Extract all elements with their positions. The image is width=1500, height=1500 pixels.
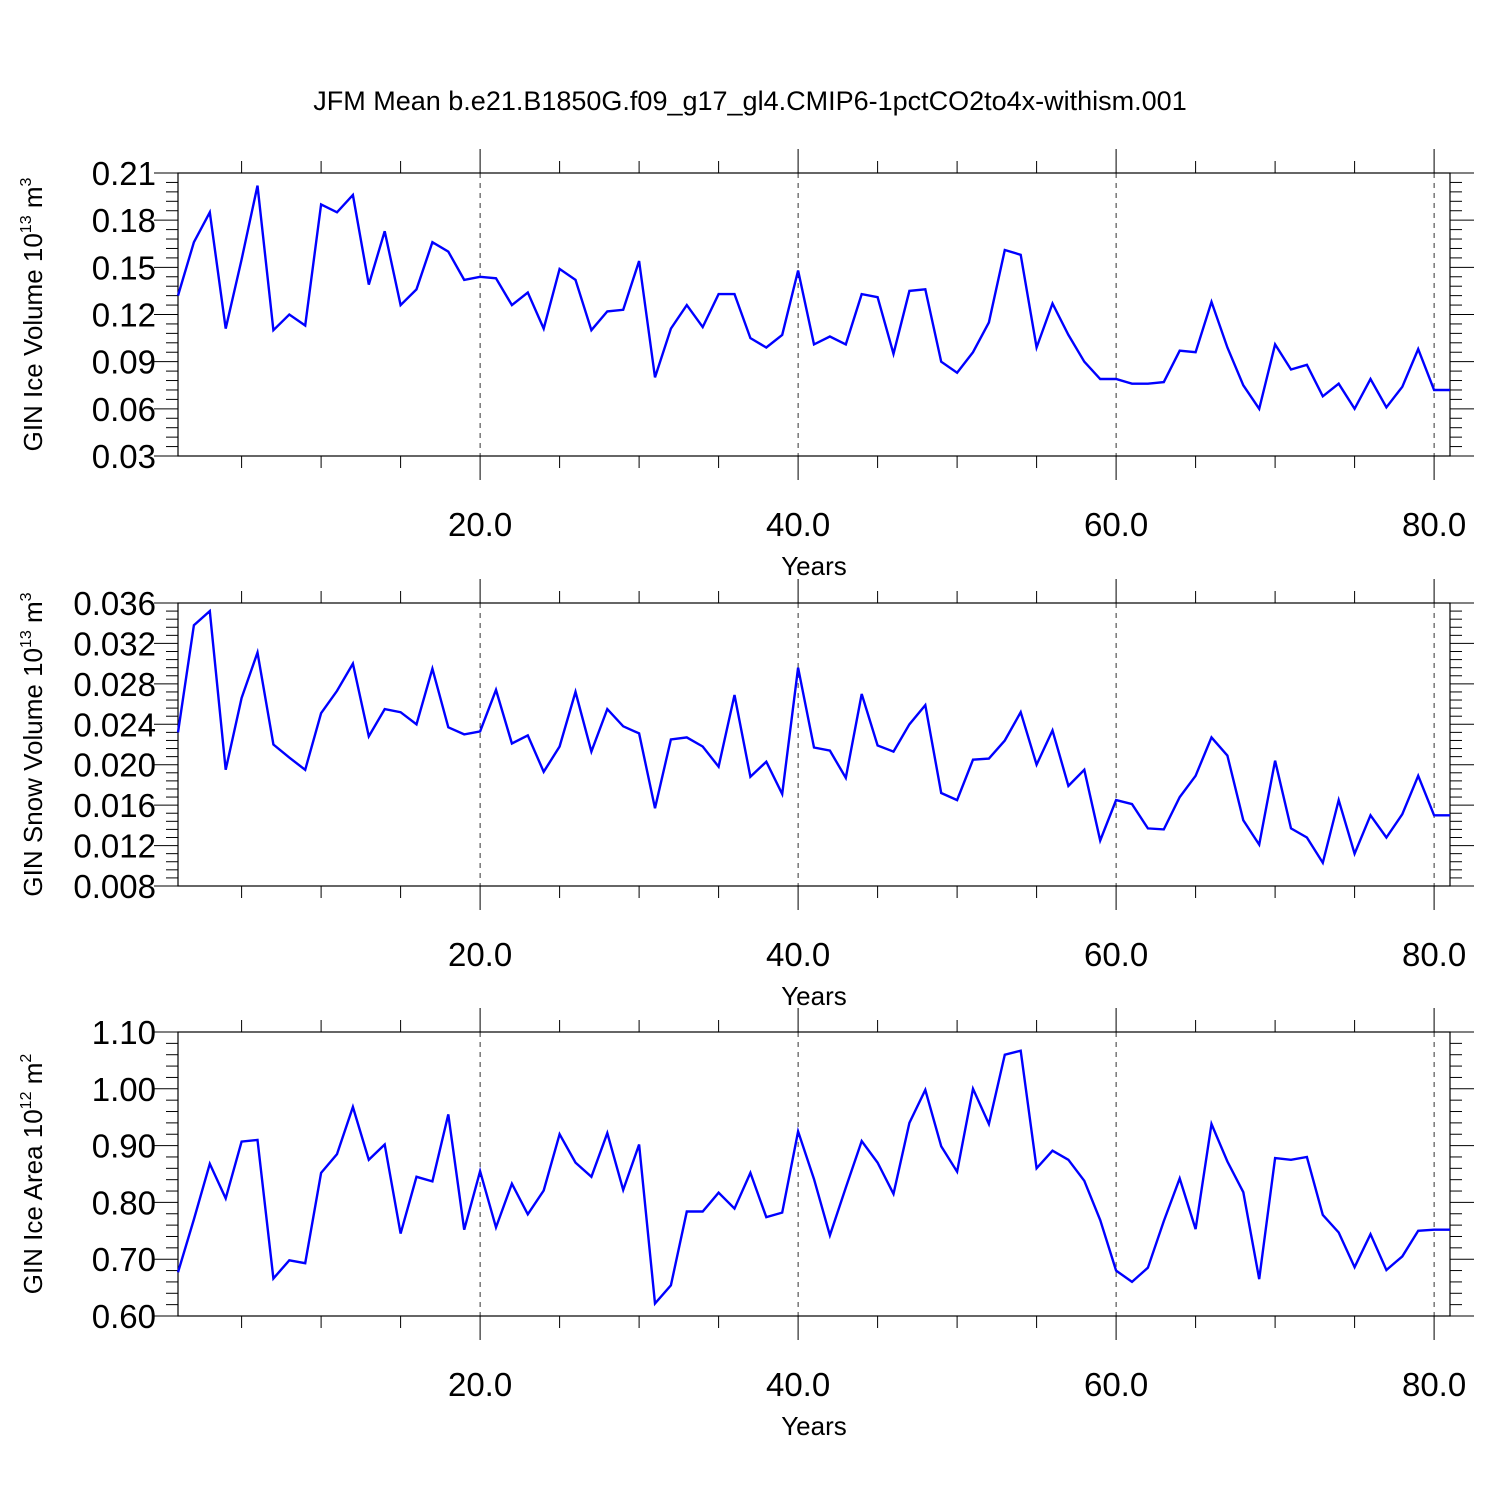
x-tick-label: 20.0: [448, 936, 512, 973]
y-axis-label-exponent: 13: [18, 215, 35, 233]
x-tick-label: 60.0: [1084, 506, 1148, 543]
x-tick-label: 60.0: [1084, 1366, 1148, 1403]
plot-frame: [177, 1031, 1451, 1317]
x-tick-label: 40.0: [766, 506, 830, 543]
y-tick-label: 0.028: [73, 666, 156, 703]
series-line-snow-volume: [176, 608, 1450, 866]
x-tick-label: 80.0: [1402, 1366, 1466, 1403]
x-tick-label: 20.0: [448, 506, 512, 543]
x-tick-label: 60.0: [1084, 936, 1148, 973]
x-axis-label: Years: [781, 981, 847, 1011]
y-tick-label: 0.032: [73, 625, 156, 662]
plot-frame: [177, 172, 1451, 457]
y-axis-label-exponent: 3: [18, 177, 35, 186]
y-axis-label-part: GIN Snow Volume 10: [18, 648, 48, 897]
y-axis-label: GIN Snow Volume 1013 m3: [18, 592, 48, 896]
x-tick-label: 80.0: [1402, 506, 1466, 543]
y-tick-label: 0.024: [73, 706, 156, 743]
x-tick-label: 80.0: [1402, 936, 1466, 973]
y-tick-label: 0.06: [92, 391, 156, 428]
y-axis-label-exponent: 13: [18, 630, 35, 648]
y-tick-label: 1.00: [92, 1071, 156, 1108]
y-tick-label: 0.016: [73, 787, 156, 824]
chart-title: JFM Mean b.e21.B1850G.f09_g17_gl4.CMIP6-…: [313, 86, 1186, 116]
y-tick-label: 0.15: [92, 249, 156, 286]
y-axis-label-part: m: [18, 186, 48, 215]
plot-frame: [177, 602, 1451, 887]
y-axis-label-exponent: 2: [18, 1054, 35, 1063]
x-tick-label: 40.0: [766, 1366, 830, 1403]
y-axis-label-part: GIN Ice Volume 10: [18, 233, 48, 451]
panels: 0.03 0.06 0.09 0.12 0.15 0.18 0.21 20.0 40.0 60.0…: [18, 149, 1474, 1441]
y-axis-label-exponent: 3: [18, 592, 35, 601]
y-axis-label: GIN Ice Volume 1013 m3: [18, 177, 48, 451]
y-axis-label-part: m: [18, 601, 48, 630]
x-axis-label: Years: [781, 551, 847, 581]
x-tick-label: 20.0: [448, 1366, 512, 1403]
y-tick-label: 0.008: [73, 868, 156, 905]
series-line-ice-area: [176, 1049, 1450, 1307]
y-tick-label: 0.60: [92, 1298, 156, 1335]
y-tick-label: 0.70: [92, 1241, 156, 1278]
y-axis-label-part: GIN Ice Area 10: [18, 1109, 48, 1294]
y-tick-label: 0.21: [92, 155, 156, 192]
y-axis-label-part: m: [18, 1063, 48, 1092]
panel-ice-volume: 0.03 0.06 0.09 0.12 0.15 0.18 0.21 20.0 40.0 60.0…: [18, 149, 1474, 581]
y-tick-label: 1.10: [92, 1014, 156, 1051]
panel-ice-area: 0.60 0.70 0.80 0.90 1.00 1.10 20.0 40.0 60.0 80.0…: [18, 1008, 1474, 1441]
y-axis-label: GIN Ice Area 1012 m2: [18, 1054, 48, 1295]
series-line-ice-volume: [176, 185, 1450, 412]
y-tick-label: 0.012: [73, 828, 156, 865]
y-tick-label: 0.90: [92, 1128, 156, 1165]
y-tick-label: 0.12: [92, 297, 156, 334]
y-tick-label: 0.18: [92, 202, 156, 239]
y-tick-label: 0.020: [73, 747, 156, 784]
y-tick-label: 0.80: [92, 1184, 156, 1221]
y-tick-label: 0.03: [92, 438, 156, 475]
x-tick-label: 40.0: [766, 936, 830, 973]
y-tick-label: 0.036: [73, 585, 156, 622]
y-axis-label-exponent: 12: [18, 1091, 35, 1109]
x-axis-label: Years: [781, 1411, 847, 1441]
y-tick-label: 0.09: [92, 344, 156, 381]
